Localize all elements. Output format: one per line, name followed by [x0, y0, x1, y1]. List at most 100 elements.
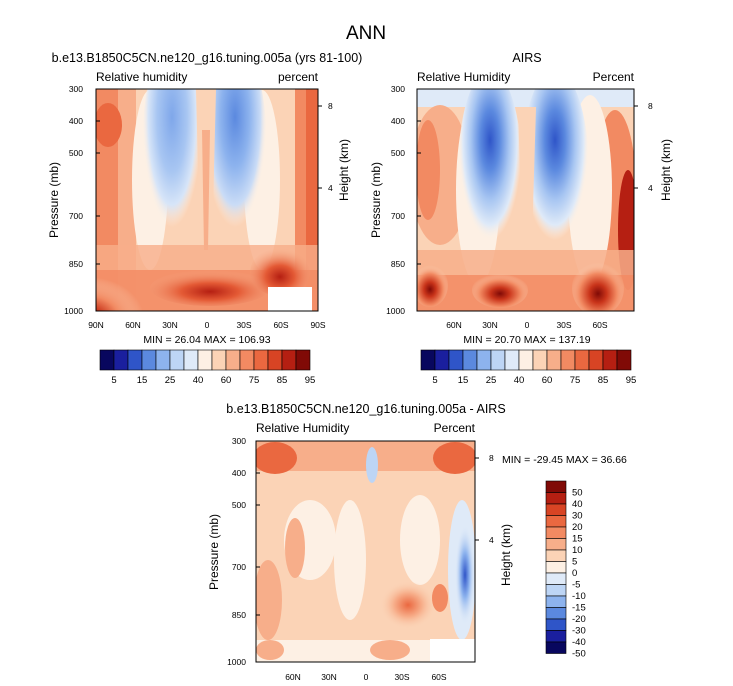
colorbar-swatch: [545, 561, 567, 574]
colorbar-label: -10: [572, 591, 586, 602]
colorbar-label: 20: [572, 522, 583, 533]
stats-text: MIN = 20.70 MAX = 137.19: [463, 334, 590, 346]
colorbar-swatch: [462, 349, 478, 371]
x-tick-label: 0: [525, 320, 530, 330]
colorbar-swatch: [545, 607, 567, 620]
heatmap-field: [256, 441, 475, 662]
colorbar-swatch: [545, 630, 567, 643]
y-axis: 300 400 500 700 850 1000: [64, 84, 100, 316]
y-tick-label: 700: [69, 211, 83, 221]
y2-axis-label: Height (km): [337, 139, 351, 201]
colorbar-swatch: [281, 349, 297, 371]
left-label: Relative Humidity: [256, 421, 349, 435]
colorbar-swatch: [504, 349, 520, 371]
colorbar-label: 15: [137, 375, 148, 386]
colorbar-swatch: [127, 349, 143, 371]
colorbar-label: 5: [111, 375, 116, 386]
colorbar-swatch: [183, 349, 199, 371]
y2-axis-label: Height (km): [659, 139, 673, 201]
colorbar-label: 5: [572, 557, 577, 568]
y2-axis-label: Height (km): [499, 524, 513, 586]
heatmap-field: [96, 89, 318, 311]
y-tick-label: 1000: [64, 306, 83, 316]
panel-title: b.e13.B1850C5CN.ne120_g16.tuning.005a (y…: [52, 51, 363, 65]
colorbar-swatch: [155, 349, 171, 371]
colorbar-swatch: [141, 349, 157, 371]
colorbar-label: 85: [277, 375, 288, 386]
colorbar-label: 95: [305, 375, 316, 386]
y2-axis: 8 4: [317, 95, 333, 311]
colorbar-label: 85: [598, 375, 609, 386]
x-axis: 60N 30N 0 30S 60S: [446, 320, 608, 330]
colorbar-swatch: [545, 549, 567, 562]
right-label: percent: [278, 70, 319, 84]
y2-tick-label: 8: [328, 101, 333, 111]
colorbar-swatch: [545, 538, 567, 551]
y2-axis: 8 4: [634, 101, 653, 193]
colorbar-label: 75: [249, 375, 260, 386]
x-tick-label: 0: [205, 320, 210, 330]
y-axis-label: Pressure (mb): [47, 162, 61, 238]
y2-tick-label: 8: [648, 101, 653, 111]
colorbar-swatch: [113, 349, 129, 371]
y2-tick-label: 4: [489, 535, 494, 545]
colorbar-label: 60: [542, 375, 553, 386]
y-tick-label: 300: [391, 84, 405, 94]
colorbar-label: -20: [572, 614, 586, 625]
y-axis: 300 400 500 700 850 1000: [227, 436, 260, 667]
colorbar-label: 10: [572, 545, 583, 556]
colorbar-swatch: [560, 349, 576, 371]
colorbar-label: 40: [514, 375, 525, 386]
heatmap-field: [417, 89, 634, 311]
colorbar-label: -30: [572, 626, 586, 637]
colorbar-swatch: [574, 349, 590, 371]
colorbar-swatch: [239, 349, 255, 371]
stats-text: MIN = -29.45 MAX = 36.66: [502, 454, 627, 466]
y-tick-label: 300: [232, 436, 246, 446]
panel-difference: b.e13.B1850C5CN.ne120_g16.tuning.005a - …: [207, 402, 627, 682]
y2-tick-label: 4: [648, 183, 653, 193]
colorbar-swatch: [545, 618, 567, 631]
left-label: Relative humidity: [96, 70, 187, 84]
main-title: ANN: [346, 23, 386, 44]
left-label: Relative Humidity: [417, 70, 510, 84]
panel-title: b.e13.B1850C5CN.ne120_g16.tuning.005a - …: [226, 402, 505, 416]
y2-axis: 8 4: [475, 453, 494, 545]
x-tick-label: 60S: [273, 320, 288, 330]
x-tick-label: 30N: [162, 320, 178, 330]
y-tick-label: 700: [391, 211, 405, 221]
y-tick-label: 400: [232, 468, 246, 478]
colorbar-label: -15: [572, 603, 586, 614]
x-tick-label: 60N: [285, 672, 301, 682]
colorbar-label: 75: [570, 375, 581, 386]
colorbar-swatch: [267, 349, 283, 371]
colorbar-label: -40: [572, 637, 586, 648]
colorbar-swatch: [545, 526, 567, 539]
colorbar: 5 15 25 40 60 75 85 95: [99, 349, 316, 386]
colorbar-label: 25: [486, 375, 497, 386]
colorbar-swatch: [545, 515, 567, 528]
colorbar-swatch: [434, 349, 450, 371]
panel-model: b.e13.B1850C5CN.ne120_g16.tuning.005a (y…: [47, 51, 363, 386]
colorbar-swatch: [99, 349, 115, 371]
x-tick-label: 30N: [482, 320, 498, 330]
colorbar-label: 15: [572, 534, 583, 545]
x-tick-label: 60N: [446, 320, 462, 330]
y-tick-label: 500: [232, 500, 246, 510]
x-tick-label: 90S: [310, 320, 325, 330]
colorbar-label: 60: [221, 375, 232, 386]
colorbar-label: 0: [572, 568, 577, 579]
y-tick-label: 400: [69, 116, 83, 126]
colorbar-swatch: [211, 349, 227, 371]
y2-tick-label: 8: [489, 453, 494, 463]
y-tick-label: 500: [69, 148, 83, 158]
colorbar-swatch: [545, 595, 567, 608]
y-axis-label: Pressure (mb): [369, 162, 383, 238]
y-tick-label: 400: [391, 116, 405, 126]
y-axis: 300 400 500 700 850 1000: [386, 84, 421, 316]
x-tick-label: 30S: [394, 672, 409, 682]
colorbar-swatch: [420, 349, 436, 371]
colorbar-swatch: [532, 349, 548, 371]
x-tick-label: 60N: [125, 320, 141, 330]
colorbar-swatch: [225, 349, 241, 371]
